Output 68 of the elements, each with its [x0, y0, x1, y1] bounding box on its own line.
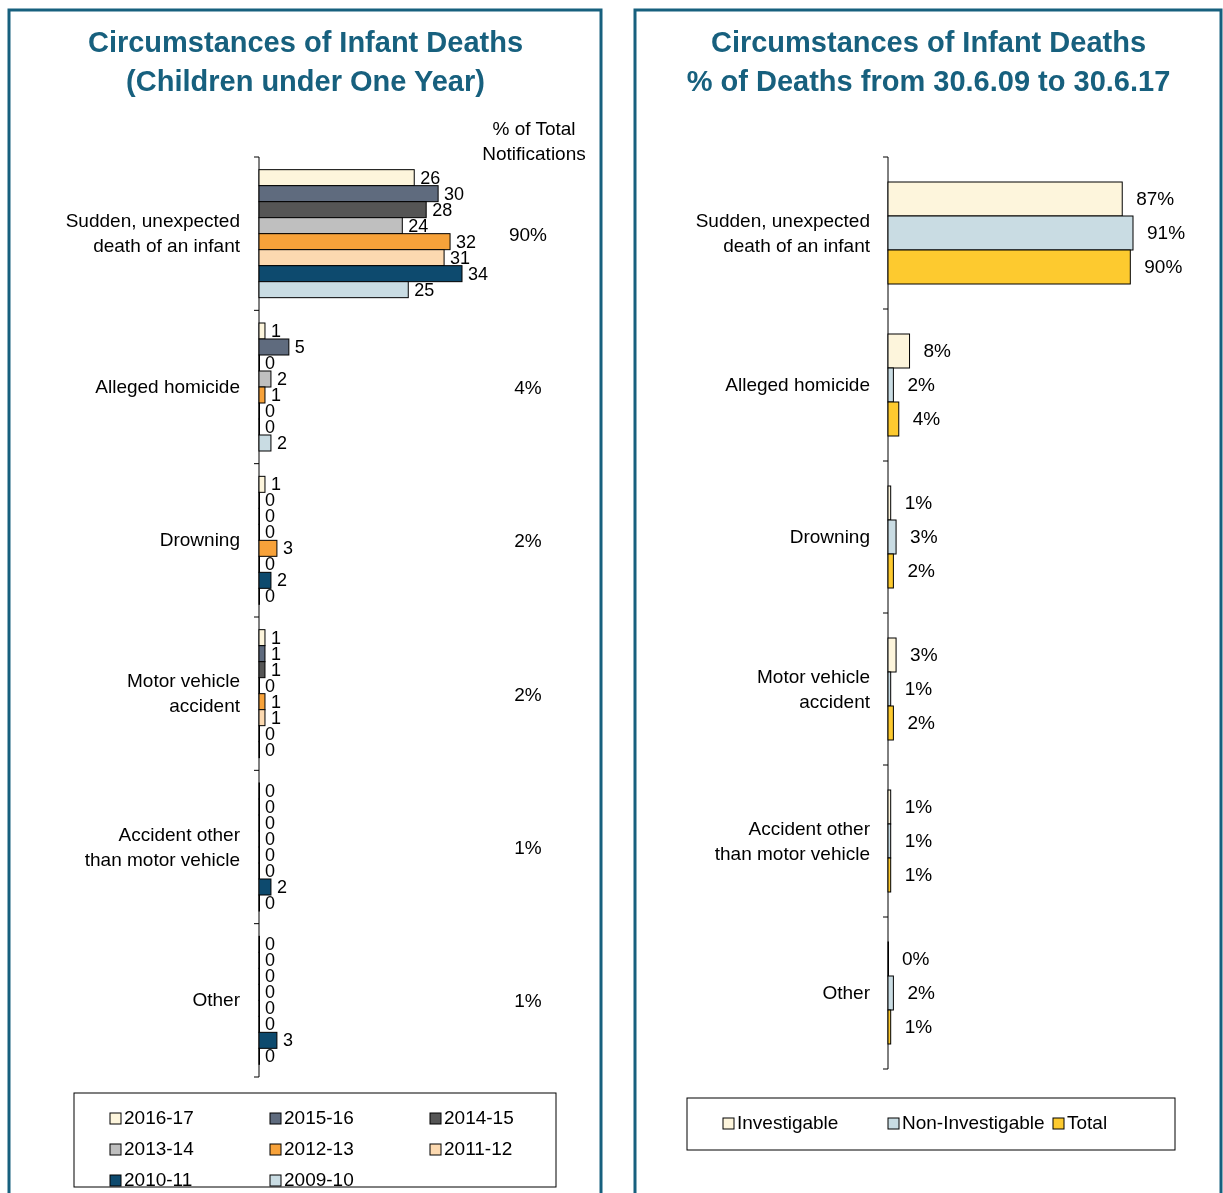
y-tick-label: Other [192, 989, 241, 1011]
data-label: 0 [265, 1014, 276, 1035]
y-tick-label: Drowning [159, 529, 240, 551]
chart-title: Circumstances of Infant Deaths (Children under One Year) [87, 26, 524, 97]
chart-title: Circumstances of Infant Deaths % of Deaths from 30.6.09 to 30.6.17 [686, 26, 1171, 97]
text: 1% [514, 837, 542, 858]
data-label: 1% [904, 678, 933, 699]
legend-label: 2016-17 [124, 1107, 194, 1128]
y-tick-label: Motor vehicle accident [127, 670, 241, 717]
text: 2% [514, 683, 542, 705]
data-label: 2 [276, 570, 287, 591]
legend-label: 2013-14 [124, 1138, 195, 1159]
data-label: 2% [907, 712, 935, 733]
data-label: 1% [904, 492, 933, 513]
data-label: 0 [265, 554, 276, 575]
data-label: 1% [904, 796, 933, 817]
data-label: 3% [910, 644, 938, 665]
data-label: 1 [270, 321, 281, 341]
text: 4% [514, 377, 542, 398]
data-label: 3 [282, 1030, 293, 1051]
legend-label: Investigable [737, 1112, 839, 1133]
data-label: 3 [282, 538, 293, 559]
y-tick-label: Sudden, unexpected death of an infant [65, 210, 241, 257]
text: 1% [514, 990, 542, 1012]
y-tick-label: Other [822, 982, 871, 1003]
data-label: 2 [276, 433, 287, 453]
data-label: 34 [468, 263, 489, 284]
text: % of Total Notifications [482, 118, 586, 164]
data-label: 2 [276, 877, 287, 897]
y-tick-label: Accident other than motor vehicle [714, 817, 871, 864]
data-label: 24 [408, 215, 429, 236]
legend-label: 2009-10 [284, 1169, 354, 1190]
legend-label: 2010-11 [124, 1169, 193, 1190]
legend-label: 2014-15 [444, 1107, 514, 1128]
text: 90% [508, 223, 548, 245]
data-label: 2% [907, 374, 935, 395]
data-label: 3% [910, 526, 938, 547]
data-label: 2% [907, 982, 935, 1003]
y-tick-label: Accident other than motor vehicle [84, 823, 241, 870]
data-label: 0 [265, 893, 276, 913]
y-tick-label: Motor vehicle accident [757, 665, 871, 712]
data-label: 90% [1144, 256, 1183, 277]
data-label: 8% [923, 340, 952, 361]
legend-label: Non-Investigable [902, 1112, 1045, 1133]
data-label: 2% [907, 560, 935, 581]
data-label: 26 [420, 167, 441, 188]
y-tick-label: Drowning [789, 526, 870, 547]
data-label: 1% [904, 830, 933, 851]
legend-label: 2011-12 [444, 1138, 513, 1159]
data-label: 0 [265, 1046, 276, 1067]
data-label: 0 [265, 522, 276, 543]
data-label: 25 [414, 279, 435, 300]
data-label: 87% [1136, 188, 1175, 209]
data-label: 0 [265, 353, 276, 373]
data-label: 5 [294, 337, 305, 357]
y-tick-label: Alleged homicide [95, 376, 240, 397]
data-label: 91% [1147, 222, 1186, 243]
data-label: 1% [904, 1016, 933, 1037]
data-label: 4% [912, 408, 941, 429]
data-label: 1% [904, 864, 933, 885]
legend-label: 2012-13 [284, 1138, 354, 1159]
legend-label: 2015-16 [284, 1107, 354, 1128]
data-label: 0 [265, 586, 276, 607]
y-tick-label: Sudden, unexpected death of an infant [695, 209, 871, 256]
legend-label: Total [1067, 1112, 1108, 1133]
y-tick-label: Alleged homicide [725, 374, 870, 395]
data-label: 0% [902, 948, 930, 969]
text: 2% [514, 530, 542, 552]
